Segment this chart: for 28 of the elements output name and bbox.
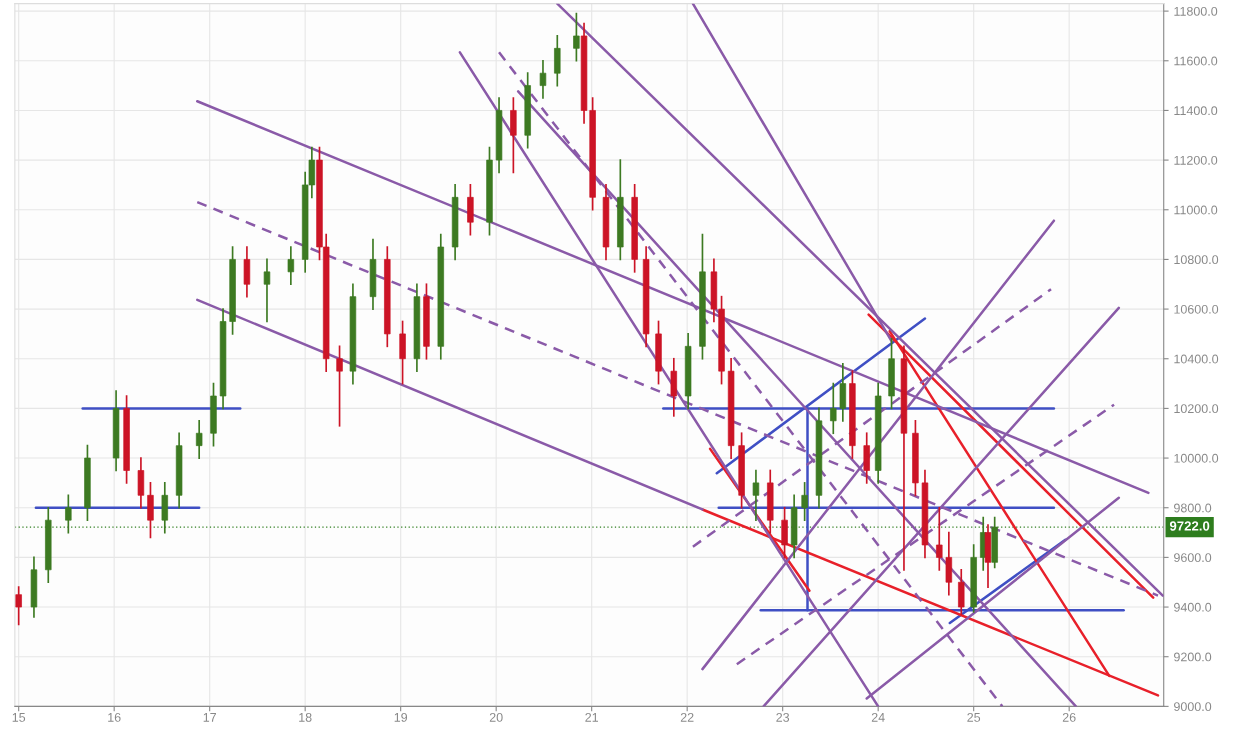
- y-tick-label: 10200.0: [1174, 404, 1219, 414]
- y-tick-label: 9400.0: [1174, 602, 1212, 612]
- y-tick-label: 11800.0: [1174, 6, 1218, 16]
- x-tick-label: 21: [585, 712, 599, 722]
- y-tick-label: 9800.0: [1174, 503, 1212, 513]
- x-tick-label: 24: [871, 712, 885, 722]
- y-tick-label: 9000.0: [1174, 702, 1212, 712]
- y-tick-label: 11200.0: [1174, 155, 1218, 165]
- x-tick-label: 19: [394, 712, 408, 722]
- x-tick-label: 26: [1062, 712, 1076, 722]
- x-tick-label: 20: [489, 712, 503, 722]
- y-tick-label: 11400.0: [1174, 106, 1218, 116]
- y-tick-label: 10000.0: [1174, 453, 1219, 463]
- y-tick-label: 9600.0: [1174, 553, 1212, 563]
- x-tick-label: 23: [776, 712, 790, 722]
- x-tick-label: 15: [12, 713, 26, 722]
- y-tick-label: 10800.0: [1174, 255, 1219, 265]
- x-tick-label: 25: [967, 712, 981, 722]
- x-tick-label: 17: [203, 713, 216, 722]
- y-tick-label: 10400.0: [1174, 354, 1219, 364]
- x-tick-label: 16: [108, 712, 121, 722]
- y-tick-label: 11600.0: [1174, 56, 1218, 66]
- y-tick-label: 9200.0: [1174, 652, 1212, 662]
- y-tick-label: 10600.0: [1174, 304, 1219, 314]
- ref-line-label: 9722.0: [1169, 521, 1210, 531]
- x-tick-label: 22: [680, 712, 694, 722]
- x-tick-label: 18: [299, 712, 312, 722]
- y-tick-label: 11000.0: [1174, 205, 1218, 215]
